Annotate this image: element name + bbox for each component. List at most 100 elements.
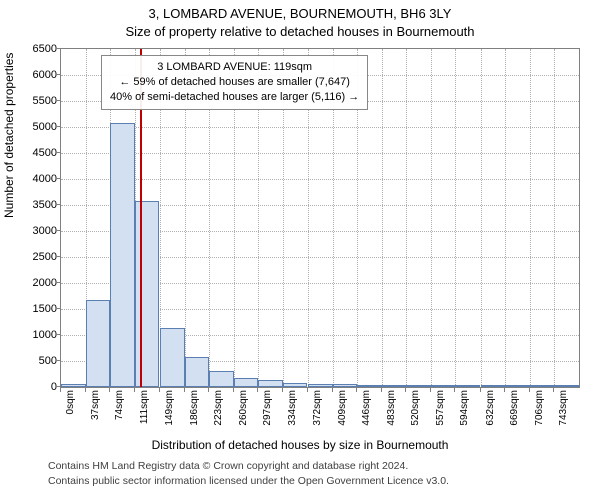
gridline-v [431,49,432,387]
x-tick-mark [480,388,481,392]
histogram-bar [160,328,185,387]
gridline-v [382,49,383,387]
x-tick-mark [430,388,431,392]
x-tick-mark [504,388,505,392]
x-tick-label: 186sqm [189,390,201,450]
x-tick-label: 149sqm [164,390,176,450]
x-tick-mark [405,388,406,392]
x-tick-mark [134,388,135,392]
y-tick-label: 0 [7,381,57,393]
y-tick-mark [56,100,60,101]
x-tick-label: 260sqm [238,390,250,450]
x-tick-mark [307,388,308,392]
histogram-bar [308,384,333,387]
histogram-bar [554,385,579,387]
x-tick-mark [85,388,86,392]
histogram-bar [431,385,456,387]
gridline-h [61,179,579,180]
y-tick-label: 3000 [7,225,57,237]
histogram-bar [406,385,431,387]
histogram-bar [481,385,506,387]
y-tick-mark [56,282,60,283]
y-tick-label: 1000 [7,329,57,341]
y-tick-mark [56,126,60,127]
histogram-bar [382,385,407,387]
gridline-v [530,49,531,387]
x-tick-mark [159,388,160,392]
gridline-h [61,153,579,154]
y-tick-mark [56,360,60,361]
x-tick-mark [529,388,530,392]
footer-copyright-2: Contains public sector information licen… [48,475,449,487]
histogram-bar [135,201,160,387]
footer-copyright-1: Contains HM Land Registry data © Crown c… [48,460,408,472]
x-tick-label: 632sqm [485,390,497,450]
x-tick-label: 372sqm [312,390,324,450]
gridline-v [554,49,555,387]
x-tick-label: 557sqm [435,390,447,450]
chart-title-main: 3, LOMBARD AVENUE, BOURNEMOUTH, BH6 3LY [0,6,600,21]
x-tick-label: 74sqm [114,390,126,450]
x-tick-label: 520sqm [410,390,422,450]
gridline-v [406,49,407,387]
y-tick-label: 2500 [7,251,57,263]
annotation-line-2: ← 59% of detached houses are smaller (7,… [110,75,359,90]
x-tick-mark [282,388,283,392]
x-tick-label: 111sqm [139,390,151,450]
annotation-line-3: 40% of semi-detached houses are larger (… [110,90,359,105]
y-tick-label: 2000 [7,277,57,289]
histogram-bar [258,380,283,387]
gridline-v [481,49,482,387]
x-tick-label: 483sqm [386,390,398,450]
y-tick-label: 5500 [7,95,57,107]
y-tick-mark [56,74,60,75]
histogram-bar [357,385,382,387]
y-tick-label: 5000 [7,121,57,133]
y-tick-mark [56,334,60,335]
annotation-line-1: 3 LOMBARD AVENUE: 119sqm [110,60,359,75]
histogram-bar [333,384,358,387]
x-tick-label: 297sqm [262,390,274,450]
y-tick-mark [56,308,60,309]
histogram-bar [110,123,135,387]
x-tick-label: 37sqm [90,390,102,450]
x-tick-label: 409sqm [337,390,349,450]
histogram-bar [185,357,210,387]
histogram-bar [209,371,234,387]
y-tick-label: 6500 [7,43,57,55]
y-tick-mark [56,386,60,387]
x-tick-mark [257,388,258,392]
histogram-bar [505,385,530,387]
y-tick-mark [56,204,60,205]
gridline-v [455,49,456,387]
chart-container: 3, LOMBARD AVENUE, BOURNEMOUTH, BH6 3LY … [0,0,600,500]
y-tick-mark [56,256,60,257]
histogram-bar [234,378,259,387]
y-tick-label: 6000 [7,69,57,81]
y-tick-label: 1500 [7,303,57,315]
y-tick-mark [56,230,60,231]
x-tick-mark [208,388,209,392]
y-tick-mark [56,48,60,49]
x-tick-label: 669sqm [509,390,521,450]
y-tick-label: 500 [7,355,57,367]
y-tick-mark [56,152,60,153]
histogram-bar [455,385,480,387]
y-tick-label: 4000 [7,173,57,185]
annotation-box: 3 LOMBARD AVENUE: 119sqm ← 59% of detach… [101,55,368,110]
gridline-h [61,127,579,128]
x-tick-mark [332,388,333,392]
chart-title-sub: Size of property relative to detached ho… [0,24,600,39]
histogram-bar [86,300,111,387]
x-tick-mark [356,388,357,392]
gridline-v [505,49,506,387]
x-tick-mark [60,388,61,392]
y-tick-mark [56,178,60,179]
x-tick-mark [454,388,455,392]
x-tick-mark [233,388,234,392]
x-tick-mark [109,388,110,392]
histogram-bar [61,384,86,387]
x-tick-mark [381,388,382,392]
x-tick-mark [553,388,554,392]
x-tick-mark [184,388,185,392]
